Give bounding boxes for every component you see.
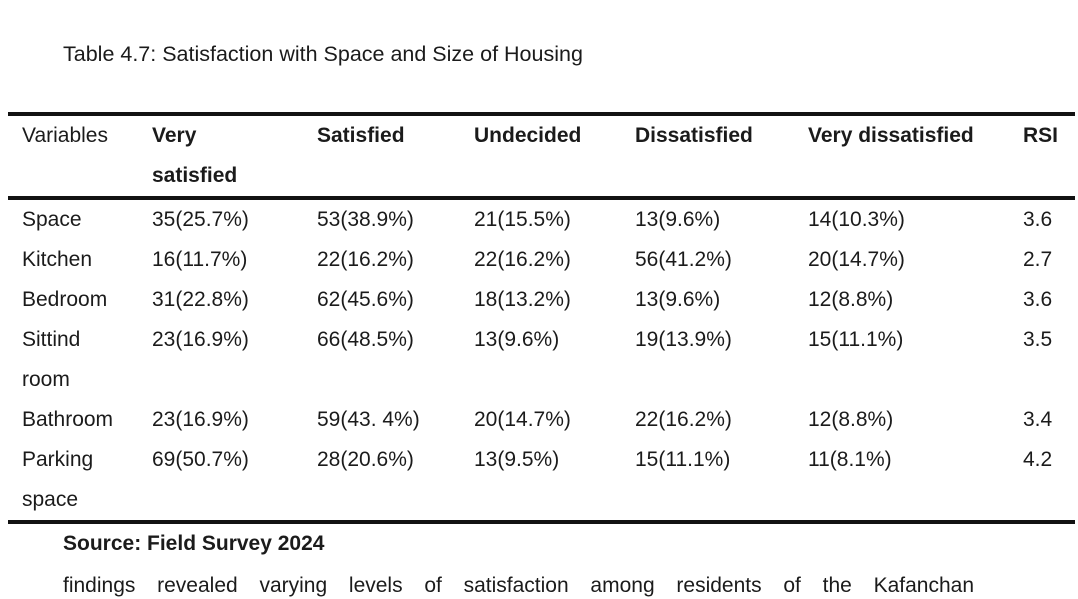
cell-rsi: 3.6 — [1023, 288, 1053, 311]
cell-value: 23(16.9%) — [152, 408, 249, 431]
table-row: Bathroom 23(16.9%) 59(43. 4%) 20(14.7%) … — [8, 400, 1075, 440]
cell-variable: Sittind room — [22, 328, 81, 391]
cell-value: 16(11.7%) — [152, 248, 248, 271]
cell-variable: Bathroom — [22, 408, 114, 431]
cell-rsi: 2.7 — [1023, 248, 1053, 271]
column-header-dissatisfied: Dissatisfied — [635, 124, 753, 147]
table-row: Parking space 69(50.7%) 28(20.6%) 13(9.5… — [8, 440, 1075, 522]
body-text: findings revealed varying levels of sati… — [63, 574, 974, 597]
cell-value: 11(8.1%) — [808, 448, 892, 471]
source-note: Source: Field Survey 2024 — [63, 532, 325, 555]
column-header-undecided: Undecided — [474, 124, 582, 147]
cell-value: 13(9.6%) — [635, 208, 721, 231]
column-header-very-satisfied: Very satisfied — [152, 124, 238, 187]
cell-rsi: 3.5 — [1023, 328, 1053, 351]
cell-value: 13(9.5%) — [474, 448, 560, 471]
cell-value: 62(45.6%) — [317, 288, 414, 311]
cell-variable: Bedroom — [22, 288, 108, 311]
cell-value: 20(14.7%) — [808, 248, 905, 271]
cell-value: 21(15.5%) — [474, 208, 571, 231]
table-row: Bedroom 31(22.8%) 62(45.6%) 18(13.2%) 13… — [8, 280, 1075, 320]
table-row: Sittind room 23(16.9%) 66(48.5%) 13(9.6%… — [8, 320, 1075, 400]
cell-value: 28(20.6%) — [317, 448, 414, 471]
cell-value: 13(9.6%) — [635, 288, 721, 311]
cell-variable: Space — [22, 208, 82, 231]
cell-value: 15(11.1%) — [635, 448, 731, 471]
cell-value: 12(8.8%) — [808, 408, 894, 431]
satisfaction-table: Variables Very satisfied Satisfied Undec… — [8, 112, 1075, 524]
column-header-satisfied: Satisfied — [317, 124, 405, 147]
cell-rsi: 4.2 — [1023, 448, 1053, 471]
cell-value: 20(14.7%) — [474, 408, 571, 431]
cell-value: 56(41.2%) — [635, 248, 732, 271]
cell-value: 22(16.2%) — [635, 408, 732, 431]
cell-rsi: 3.6 — [1023, 208, 1053, 231]
cell-value: 13(9.6%) — [474, 328, 560, 351]
cell-value: 53(38.9%) — [317, 208, 414, 231]
cell-value: 31(22.8%) — [152, 288, 249, 311]
column-header-very-dissatisfied: Very dissatisfied — [808, 124, 974, 147]
cell-value: 22(16.2%) — [474, 248, 571, 271]
cell-value: 22(16.2%) — [317, 248, 414, 271]
column-header-rsi: RSI — [1023, 124, 1059, 147]
cell-value: 66(48.5%) — [317, 328, 414, 351]
cell-value: 12(8.8%) — [808, 288, 894, 311]
cell-value: 69(50.7%) — [152, 448, 249, 471]
cell-variable: Kitchen — [22, 248, 93, 271]
cell-value: 14(10.3%) — [808, 208, 905, 231]
table-caption: Table 4.7: Satisfaction with Space and S… — [63, 42, 583, 66]
cell-value: 19(13.9%) — [635, 328, 732, 351]
column-header-variables: Variables — [22, 124, 108, 147]
cell-variable: Parking space — [22, 448, 94, 511]
cell-rsi: 3.4 — [1023, 408, 1053, 431]
cell-value: 23(16.9%) — [152, 328, 249, 351]
table-row: Kitchen 16(11.7%) 22(16.2%) 22(16.2%) 56… — [8, 240, 1075, 280]
table-row: Space 35(25.7%) 53(38.9%) 21(15.5%) 13(9… — [8, 198, 1075, 240]
cell-value: 35(25.7%) — [152, 208, 249, 231]
cell-value: 18(13.2%) — [474, 288, 571, 311]
table-header-row: Variables Very satisfied Satisfied Undec… — [8, 114, 1075, 198]
cell-value: 15(11.1%) — [808, 328, 904, 351]
cell-value: 59(43. 4%) — [317, 408, 420, 431]
